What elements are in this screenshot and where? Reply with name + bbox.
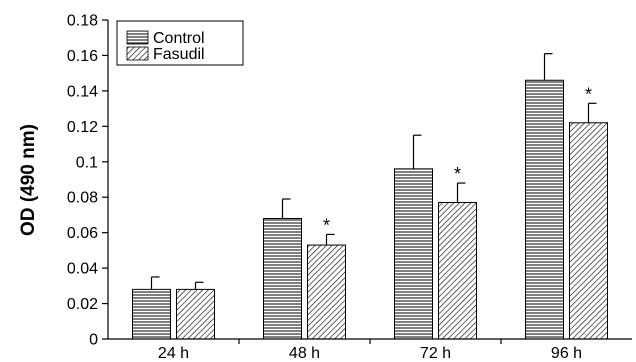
significance-mark: *	[585, 84, 592, 104]
bar-fasudil-72h	[438, 202, 477, 340]
y-tick-label: 0.06	[67, 225, 98, 242]
bar-control-24h	[132, 288, 171, 340]
error-bars-layer	[150, 53, 597, 290]
y-ticks-layer: 0 0.02 0.04 0.06 0.08 0.1 0.12 0.14 0.16 0.18	[67, 13, 108, 349]
significance-mark: *	[454, 164, 461, 184]
bar-fasudil-48h	[307, 244, 346, 340]
x-tick-label: 24 h	[158, 345, 189, 362]
y-tick-label: 0.18	[67, 13, 98, 30]
legend-swatch-fasudil	[126, 46, 149, 61]
y-tick-label: 0.1	[76, 154, 98, 171]
x-tick-label: 48 h	[289, 345, 320, 362]
x-ticks-layer: 24 h 48 h 72 h 96 h	[158, 339, 582, 362]
x-tick-label: 72 h	[420, 345, 451, 362]
bar-control-96h	[525, 79, 564, 340]
bars-layer	[132, 79, 608, 340]
y-tick-label: 0.12	[67, 119, 98, 136]
y-tick-label: 0.02	[67, 296, 98, 313]
y-tick-label: 0.08	[67, 190, 98, 207]
legend-label-control: Control	[153, 30, 205, 47]
bar-control-48h	[263, 217, 302, 340]
bar-control-72h	[394, 168, 433, 340]
y-tick-label: 0	[89, 332, 98, 349]
significance-mark: *	[323, 215, 330, 235]
legend-label-fasudil: Fasudil	[153, 46, 205, 63]
significance-layer: * * *	[323, 84, 592, 235]
y-tick-label: 0.04	[67, 261, 98, 278]
y-tick-label: 0.16	[67, 48, 98, 65]
x-tick-label: 96 h	[551, 345, 582, 362]
y-tick-label: 0.14	[67, 83, 98, 100]
legend-swatch-control	[126, 30, 149, 45]
bar-fasudil-24h	[176, 288, 215, 340]
legend: Control Fasudil	[116, 20, 244, 66]
bar-fasudil-96h	[569, 122, 608, 340]
y-axis-title: OD (490 nm)	[18, 124, 39, 236]
